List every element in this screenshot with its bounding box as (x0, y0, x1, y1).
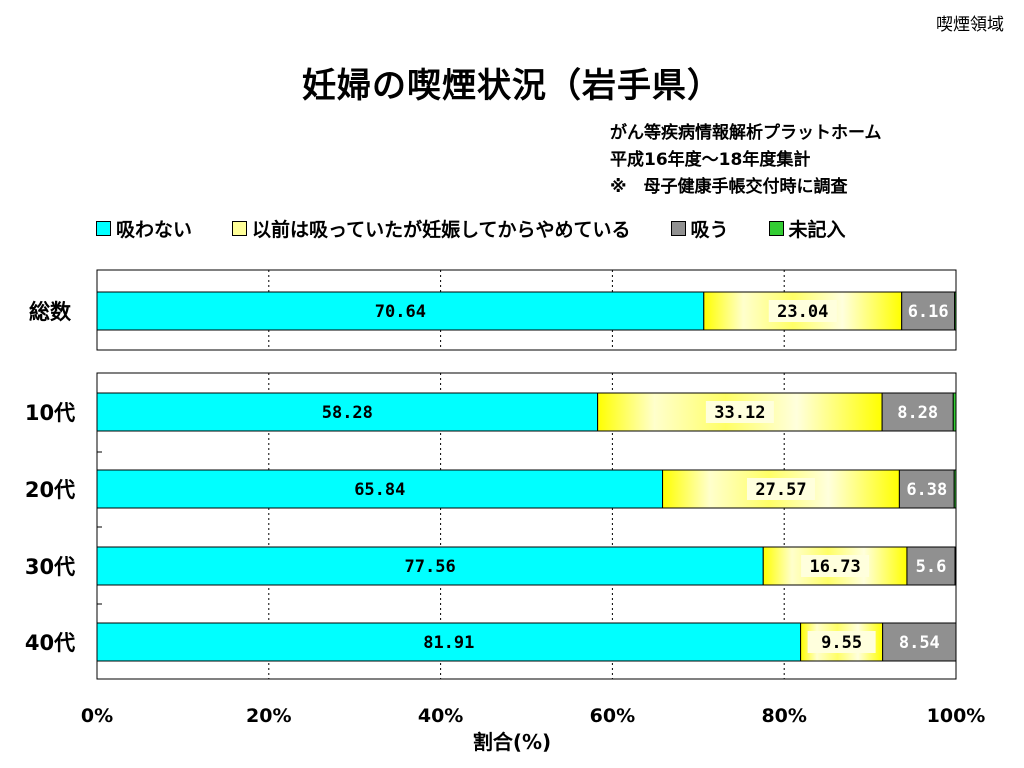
bar-segment (96, 622, 802, 662)
bar-segment (953, 469, 957, 509)
bar-segment (901, 291, 956, 331)
bar-segment (906, 546, 956, 586)
legend-swatch-smoke (670, 221, 686, 236)
data-label-bg (801, 555, 870, 577)
data-label-bg (768, 300, 837, 322)
chart-title: 妊婦の喫煙状況（岩手県） (302, 66, 722, 106)
x-tick-label: 60% (590, 705, 635, 727)
legend-swatch-unknown (768, 221, 784, 236)
legend-swatch-never (96, 221, 111, 236)
data-label: 16.73 (810, 557, 861, 577)
bar-segment (954, 291, 957, 331)
data-label: 27.57 (755, 480, 806, 500)
category-label: 総数 (29, 300, 72, 324)
legend-swatch-quit (232, 221, 248, 236)
bar-segment (96, 392, 599, 432)
data-label: 81.91 (423, 633, 474, 653)
data-label: 70.64 (375, 302, 426, 322)
note-line: 平成16年度〜18年度集計 (610, 150, 811, 170)
legend-label: 吸う (690, 219, 729, 241)
legend: 吸わない 以前は吸っていたが妊娠してからやめている 吸う 未記入 (96, 215, 886, 242)
bar-segment (96, 546, 764, 586)
data-label: 33.12 (714, 403, 765, 423)
legend-item-unknown: 未記入 (768, 215, 846, 242)
data-label: 65.84 (354, 480, 405, 500)
data-label: 6.38 (906, 480, 947, 500)
data-label: 77.56 (405, 557, 456, 577)
bar-segment (954, 546, 957, 586)
category-label: 40代 (25, 631, 75, 655)
data-label: 6.16 (908, 302, 949, 322)
x-tick-label: 0% (81, 705, 113, 727)
data-label: 8.54 (899, 633, 940, 653)
data-label-bg (746, 478, 815, 500)
data-label-bg (807, 631, 876, 653)
data-label: 9.55 (821, 633, 862, 653)
note-line: がん等疾病情報解析プラットホーム (610, 123, 882, 143)
data-label: 5.6 (916, 557, 947, 577)
data-label: 23.04 (777, 302, 828, 322)
data-label: 8.28 (897, 403, 938, 423)
x-tick-label: 20% (246, 705, 291, 727)
note-line: ※ 母子健康手帳交付時に調査 (610, 177, 848, 197)
source-notes: がん等疾病情報解析プラットホーム 平成16年度〜18年度集計 ※ 母子健康手帳交… (610, 120, 882, 201)
x-tick-label: 80% (761, 705, 806, 727)
category-label: 30代 (25, 555, 75, 579)
data-label-bg (705, 401, 774, 423)
category-label: 10代 (25, 401, 75, 425)
legend-item-quit: 以前は吸っていたが妊娠してからやめている (232, 215, 631, 242)
category-label: 20代 (25, 478, 75, 502)
bar-segment (882, 622, 957, 662)
bar-segment (898, 469, 955, 509)
legend-item-never: 吸わない (96, 215, 192, 242)
legend-item-smoke: 吸う (670, 215, 729, 242)
legend-label: 未記入 (788, 219, 846, 241)
legend-label: 以前は吸っていたが妊娠してからやめている (252, 219, 631, 241)
x-tick-label: 40% (418, 705, 463, 727)
corner-label: 喫煙領域 (936, 15, 1004, 35)
bar-segment (952, 392, 957, 432)
data-label: 58.28 (322, 403, 373, 423)
x-tick-label: 100% (927, 705, 986, 727)
legend-label: 吸わない (116, 219, 193, 241)
x-axis-label: 割合(%) (472, 730, 552, 754)
